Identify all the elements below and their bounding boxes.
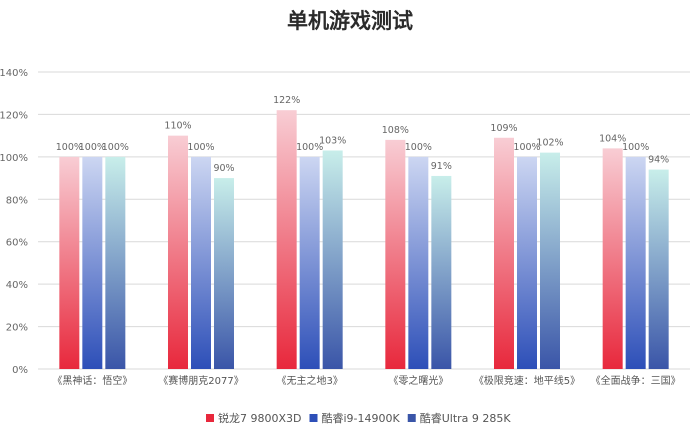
data-label: 100% — [296, 142, 323, 153]
data-label: 100% — [187, 142, 214, 153]
legend-label: 酷睿Ultra 9 285K — [420, 411, 512, 425]
bar — [82, 156, 103, 369]
data-label: 100% — [79, 142, 106, 153]
bar — [322, 150, 343, 369]
bar — [602, 148, 623, 369]
data-label: 100% — [622, 142, 649, 153]
data-label: 103% — [319, 135, 346, 146]
bar — [299, 156, 320, 369]
legend-swatch — [407, 414, 416, 422]
bar — [494, 137, 514, 369]
category-label: 《无主之地3》 — [276, 374, 342, 387]
bar — [105, 156, 126, 369]
data-label: 100% — [405, 142, 432, 153]
y-tick-label: 80% — [6, 195, 28, 206]
bar — [625, 156, 646, 369]
data-label: 102% — [536, 138, 563, 149]
y-tick-label: 140% — [0, 68, 28, 79]
legend: 锐龙7 9800X3D 酷睿i9-14900K 酷睿Ultra 9 285K — [206, 411, 511, 425]
bars — [59, 110, 669, 369]
category-label: 《极限竞速：地平线5》 — [474, 374, 580, 387]
chart-title: 单机游戏测试 — [287, 9, 413, 33]
category-label: 《全面战争：三国》 — [591, 374, 681, 387]
y-tick-label: 20% — [6, 323, 28, 334]
y-tick-label: 0% — [12, 365, 28, 376]
data-label: 104% — [599, 133, 626, 144]
bar — [276, 110, 297, 369]
bar — [191, 156, 211, 369]
y-tick-label: 120% — [0, 110, 28, 121]
category-label: 《零之曙光》 — [388, 374, 448, 387]
bar — [408, 156, 429, 369]
bar — [517, 156, 537, 369]
bar — [168, 135, 188, 369]
legend-swatch — [309, 414, 318, 422]
legend-swatch — [206, 414, 214, 422]
bar — [59, 156, 80, 369]
y-axis-ticks: 0% 20% 40% 60% 80% 100% 120% 140% — [0, 68, 28, 376]
data-label: 94% — [648, 155, 669, 166]
data-label: 122% — [273, 95, 300, 106]
data-labels: 100%100%100%110%100%90%122%100%103%108%1… — [56, 95, 669, 174]
bar — [431, 175, 452, 369]
category-label: 《黑神话：悟空》 — [52, 374, 132, 387]
x-axis-categories: 《黑神话：悟空》 《赛博朋克2077》 《无主之地3》 《零之曙光》 《极限竞速：地平线… — [52, 374, 680, 387]
data-label: 91% — [431, 161, 452, 172]
bar — [540, 152, 560, 369]
data-label: 100% — [102, 142, 129, 153]
data-label: 110% — [164, 121, 191, 132]
category-label: 《赛博朋克2077》 — [158, 374, 243, 387]
y-tick-label: 100% — [0, 153, 28, 164]
bar — [214, 178, 234, 369]
legend-label: 酷睿i9-14900K — [322, 411, 401, 425]
data-label: 108% — [382, 125, 409, 136]
bar — [385, 139, 406, 369]
data-label: 109% — [490, 123, 517, 134]
y-tick-label: 60% — [6, 238, 28, 249]
bar — [648, 169, 669, 369]
data-label: 100% — [56, 142, 83, 153]
data-label: 90% — [213, 163, 234, 174]
gridlines — [38, 71, 690, 370]
y-tick-label: 40% — [6, 280, 28, 291]
data-label: 100% — [513, 142, 540, 153]
legend-label: 锐龙7 9800X3D — [218, 411, 302, 425]
